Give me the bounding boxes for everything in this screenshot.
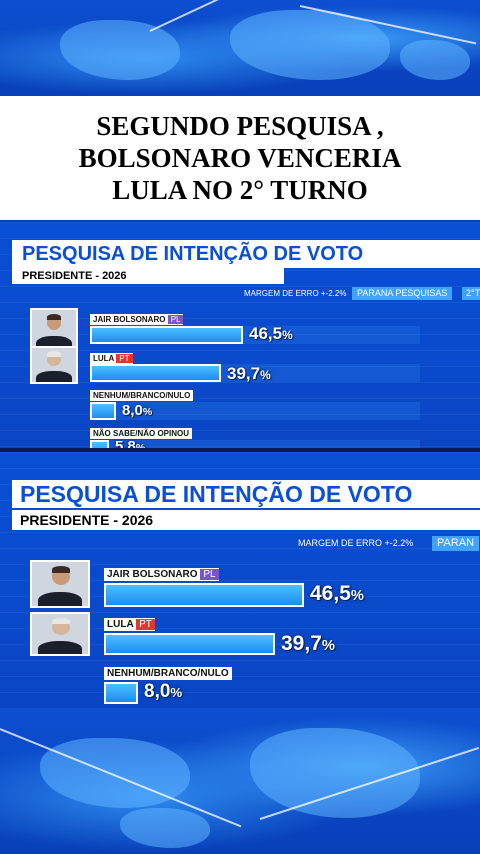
poll-panel-1: PESQUISA DE INTENÇÃO DE VOTO PRESIDENTE …: [0, 222, 480, 448]
value-lula: 39,7%: [281, 632, 335, 655]
lula-photo: [30, 612, 90, 656]
bolsonaro-photo: [30, 560, 90, 608]
globe-background-bottom: [0, 708, 480, 854]
candidate-name: LULA: [93, 354, 115, 363]
poll-title: PESQUISA DE INTENÇÃO DE VOTO: [12, 240, 480, 268]
poll-panel-2: PESQUISA DE INTENÇÃO DE VOTO PRESIDENTE …: [0, 452, 480, 708]
bar-bolsonaro: [90, 326, 243, 344]
value-nenhum: 8,0%: [144, 681, 183, 702]
round-tag: 2°T: [462, 287, 480, 300]
margin-of-error: MARGEM DE ERRO +-2.2%: [244, 289, 347, 298]
bolsonaro-photo: [30, 308, 78, 350]
candidate-name: LULA: [107, 619, 134, 630]
value-nao-sabe: 5,8%: [115, 438, 146, 448]
party-badge: PT: [116, 354, 133, 363]
bar-nao-sabe: [90, 440, 109, 448]
source-tag-zoomed: PARAN: [432, 536, 480, 551]
bar-nenhum: [90, 402, 116, 420]
candidate-name: JAIR BOLSONARO: [107, 569, 198, 580]
source-tag: PARANA PESQUISAS: [352, 287, 453, 300]
headline-line-3: LULA NO 2° TURNO: [112, 175, 368, 205]
headline-line-2: BOLSONARO VENCERIA: [78, 143, 402, 173]
poll-title-zoomed: PESQUISA DE INTENÇÃO DE VOTO: [12, 480, 480, 508]
option-name-tag: NÃO SABE/NÃO OPINOU: [90, 428, 193, 439]
party-badge: PL: [167, 315, 184, 324]
candidate-name-tag: LULA PT: [104, 618, 155, 631]
bar-lula: [90, 364, 221, 382]
bar-nenhum: [104, 682, 138, 704]
poll-subtitle-zoomed: PRESIDENTE - 2026: [12, 510, 480, 530]
headline-line-1: SEGUNDO PESQUISA ,: [96, 111, 384, 141]
margin-of-error-zoomed: MARGEM DE ERRO +-2.2%: [298, 538, 414, 548]
candidate-name-tag: JAIR BOLSONARO PL: [104, 568, 219, 581]
value-nenhum: 8,0%: [122, 402, 153, 419]
value-lula: 39,7%: [227, 364, 271, 383]
option-name-tag: NENHUM/BRANCO/NULO: [104, 667, 232, 680]
candidate-name-tag: LULA PT: [90, 353, 133, 364]
poll-subtitle: PRESIDENTE - 2026: [12, 268, 284, 284]
candidate-name-tag: JAIR BOLSONARO PL: [90, 314, 184, 325]
bar-bolsonaro: [104, 583, 304, 607]
option-name-tag: NENHUM/BRANCO/NULO: [90, 390, 194, 401]
party-badge: PT: [136, 619, 155, 630]
value-bolsonaro: 46,5%: [249, 324, 293, 343]
headline-box: SEGUNDO PESQUISA , BOLSONARO VENCERIA LU…: [0, 96, 480, 220]
value-bolsonaro: 46,5%: [310, 582, 364, 605]
bar-lula: [104, 633, 275, 655]
globe-background-top: [0, 0, 480, 96]
party-badge: PL: [200, 569, 219, 580]
lula-photo: [30, 346, 78, 384]
candidate-name: JAIR BOLSONARO: [93, 315, 166, 324]
panel-divider: [0, 448, 480, 452]
